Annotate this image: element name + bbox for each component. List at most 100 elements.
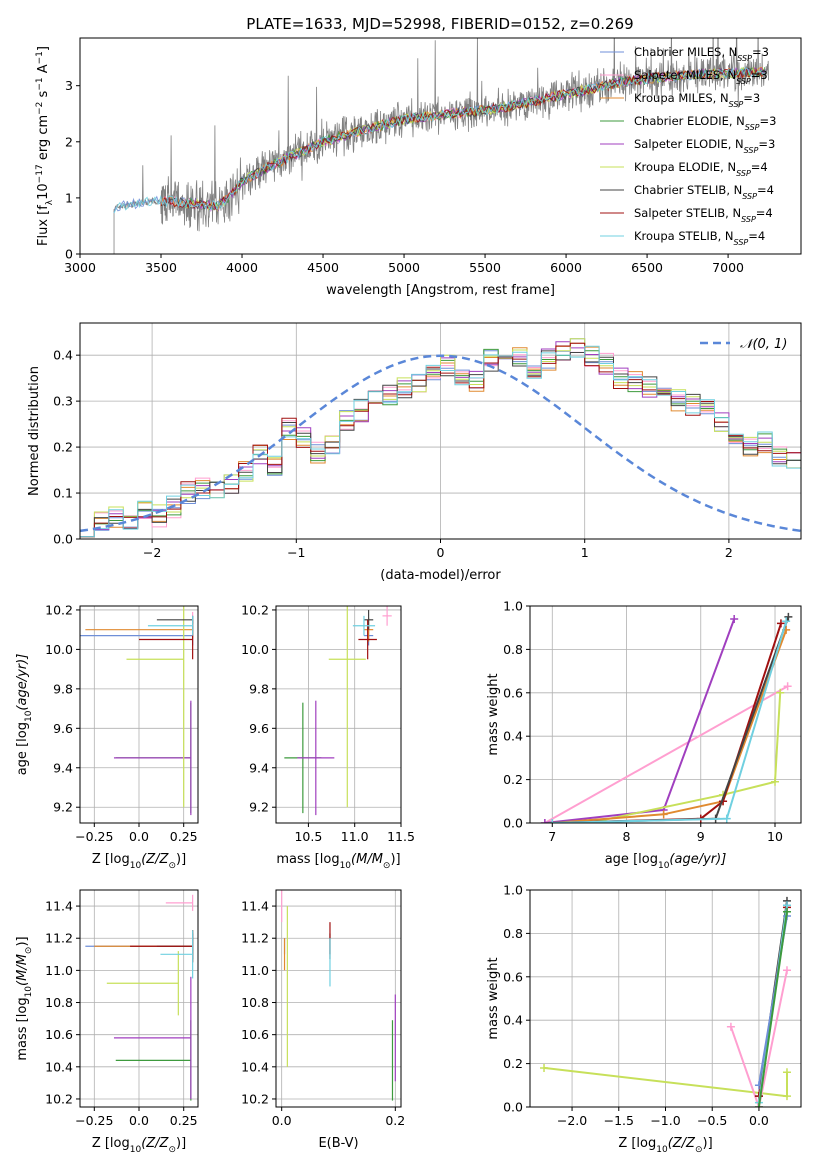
x-tick-label: 0.25 (170, 829, 198, 844)
legend-entry: Salpeter ELODIE, NSSP=3 (634, 137, 775, 155)
y-tick-label: 9.4 (53, 760, 73, 775)
x-tick-label: 1 (581, 545, 589, 560)
weight-marker (754, 1103, 763, 1107)
weight-marker (782, 966, 791, 975)
y-tick-label: 0.0 (53, 532, 73, 547)
y-tick-label: 0 (65, 247, 73, 262)
weight-marker (782, 907, 791, 916)
panel-age-vs-Z: −0.25 0.0 0.259.29.49.69.810.010.2Z [log10… (15, 602, 199, 871)
weight-line (552, 629, 788, 823)
y-tick-label: 0.2 (53, 440, 73, 455)
residual-histogram (80, 350, 801, 538)
residual-histogram (80, 348, 801, 538)
legend-entry: Chabrier ELODIE, NSSP=3 (634, 114, 776, 132)
label-part: mass [log (276, 852, 339, 867)
label-part: Salpeter MILES, N (634, 68, 736, 82)
label-part: 10 (36, 183, 51, 200)
label-part: )] (176, 1136, 186, 1151)
label-part: )] (15, 936, 30, 946)
label-part: Z [log (618, 1136, 656, 1151)
label-part: SSP (741, 215, 756, 224)
weight-marker (548, 819, 557, 823)
panel-mass-vs-ebv: 0.0 0.2 10.2 10.4 10.6 10.8 11.0 11.2 11.4 E(B-V) (241, 889, 405, 1151)
label-part: SSP (729, 100, 744, 109)
label-part: ⊙ (24, 947, 34, 955)
plot-area (284, 606, 392, 816)
x-axis-label: wavelength [Angstrom, rest frame] (326, 283, 555, 298)
x-axis-label: Z [log10(Z/Z⊙)] (618, 1136, 712, 1155)
residual-histogram (80, 342, 801, 538)
y-tick-label: 0.4 (503, 729, 523, 744)
x-axis-label: E(B-V) (318, 1136, 358, 1151)
label-part: =3 (751, 68, 768, 82)
label-part: erg cm (36, 115, 51, 164)
y-tick-label: 10.6 (45, 1027, 73, 1042)
y-tick-label: 9.2 (249, 800, 269, 815)
label-part: =3 (752, 45, 769, 59)
y-tick-label: 10.2 (241, 1091, 269, 1106)
x-tick-label: 6000 (550, 260, 582, 275)
y-tick-label: 1 (65, 190, 73, 205)
x-axis-label: Z [log10(Z/Z⊙)] (92, 1136, 186, 1155)
y-tick-label: 10.0 (45, 642, 73, 657)
legend-entry: Chabrier MILES, NSSP=3 (634, 45, 769, 63)
y-tick-label: 10.4 (241, 1059, 269, 1074)
figure-title: PLATE=1633, MJD=52998, FIBERID=0152, z=0… (246, 15, 633, 33)
label-part: −2 (35, 102, 45, 115)
weight-marker (722, 814, 731, 823)
weight-marker (540, 1063, 549, 1072)
x-tick-label: −1.0 (650, 1113, 680, 1128)
x-tick-label: −1.5 (604, 1113, 634, 1128)
label-part: 10 (658, 861, 670, 871)
label-part: Chabrier ELODIE, N (634, 114, 745, 128)
y-tick-label: 2 (65, 134, 73, 149)
y-tick-label: 11.2 (241, 931, 269, 946)
weight-line (544, 685, 789, 823)
residual-histogram (80, 338, 801, 538)
y-tick-label: 11.0 (241, 963, 269, 978)
weight-marker (782, 1068, 791, 1077)
label-part: 10 (24, 710, 34, 722)
label-part: =4 (748, 229, 765, 243)
y-tick-label: 11.0 (45, 963, 73, 978)
legend-entry: 𝒩(0, 1) (740, 337, 787, 352)
y-tick-label: 0.0 (503, 816, 523, 831)
weight-marker (659, 810, 668, 819)
model-spectrum-line (113, 66, 766, 214)
label-part: )] (390, 852, 400, 867)
weight-marker (726, 1022, 735, 1031)
label-part: ] (36, 46, 51, 51)
panel-weight-vs-Z: −2.0 −1.5 −1.0 −0.5 0.0 0.0 0.2 0.4 0.6 0.8 1.0 Z [… (486, 883, 802, 1155)
label-part: Salpeter STELIB, N (634, 206, 741, 220)
label-part: Chabrier STELIB, N (634, 183, 742, 197)
plot-area (80, 606, 194, 816)
x-axis-label: mass [log10(M/M⊙)] (276, 852, 400, 871)
x-tick-label: −0.25 (75, 829, 113, 844)
label-part: Salpeter ELODIE, N (634, 137, 744, 151)
label-part: (Z/Z (141, 852, 169, 867)
weight-marker (782, 617, 791, 626)
label-part: )] (176, 852, 186, 867)
y-tick-label: 9.6 (53, 721, 73, 736)
x-tick-label: 7000 (712, 260, 744, 275)
residual-histogram (80, 351, 801, 538)
weight-marker (776, 688, 785, 697)
label-part: (Z/Z (141, 1136, 169, 1151)
y-tick-label: 0.8 (503, 642, 523, 657)
weight-marker (776, 619, 785, 628)
y-axis-label: mass [log10(M/M⊙)] (15, 936, 34, 1060)
y-axis-label: Normed distribution (27, 366, 42, 496)
label-part: −1 (35, 77, 45, 90)
y-tick-label: 10.4 (45, 1059, 73, 1074)
label-part: ⊙ (695, 1145, 703, 1155)
label-part: SSP (745, 123, 760, 132)
y-tick-label: 10.8 (241, 995, 269, 1010)
y-tick-label: 0.2 (503, 1056, 523, 1071)
y-tick-label: 10.2 (45, 1091, 73, 1106)
x-tick-label: 11.5 (387, 829, 415, 844)
y-tick-label: 9.8 (249, 681, 269, 696)
y-tick-label: 1.0 (503, 599, 523, 614)
label-part: (M/M (351, 852, 383, 867)
weight-line (757, 911, 788, 1107)
